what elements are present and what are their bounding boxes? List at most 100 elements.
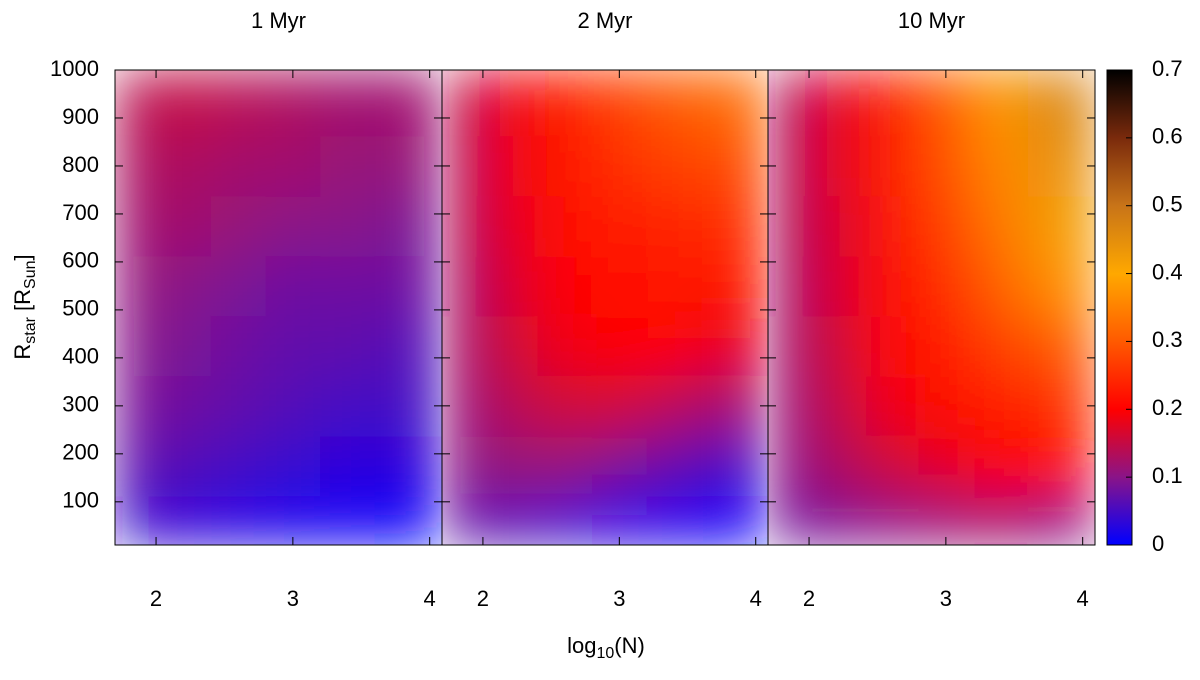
heatmap-cell [918,135,974,197]
colorbar-tick-label: 0.2 [1152,395,1183,420]
heatmap-cell [592,495,648,545]
heatmap-cell [537,70,593,137]
heatmap-cell [156,255,212,317]
y-tick-label: 200 [62,440,99,465]
y-tick-label: 800 [62,152,99,177]
heatmap-cell [320,195,376,257]
heatmap-cell [442,435,484,497]
heatmap-cell [537,255,593,317]
heatmap-cell [918,435,974,497]
heatmap-cell [973,375,1029,437]
heatmap-cell [768,255,810,317]
heatmap-cell [537,435,593,497]
x-tick-label: 3 [940,586,952,611]
heatmap-cell [442,195,484,257]
heatmap-cell [374,70,442,137]
heatmap-cell [701,195,768,257]
heatmap-cell [265,255,321,317]
heatmap-cell [320,255,376,317]
heatmap-cell [482,195,538,257]
heatmap-cell [809,435,865,497]
colorbar-tick-label: 0.1 [1152,463,1183,488]
heatmap-cell [115,435,157,497]
heatmap-cell [374,375,442,437]
heatmap-cell [156,315,212,377]
heatmap-cell [973,255,1029,317]
panel-title: 2 Myr [578,8,633,33]
heatmap-cell [320,435,376,497]
heatmap-cell [646,375,702,437]
heatmap-cell [863,435,920,497]
heatmap-cell [809,315,865,377]
heatmap-cell [482,135,538,197]
heatmap-cell [918,495,974,545]
y-tick-label: 400 [62,344,99,369]
heatmap-cell [442,255,484,317]
heatmap-cell [768,315,810,377]
heatmap-cell [809,495,865,545]
heatmap-cell [320,315,376,377]
heatmap-cell [863,495,920,545]
heatmap-cell [265,495,321,545]
heatmap-cell [210,135,267,197]
heatmap-cell [115,255,157,317]
heatmap-cell [701,375,768,437]
heatmap-cell [156,495,212,545]
heatmap-cells [768,70,1095,545]
heatmap-cell [482,375,538,437]
heatmap-cell [320,135,376,197]
heatmap-cell [537,315,593,377]
heatmap-cell [973,495,1029,545]
heatmap-cell [863,375,920,437]
heatmap-cell [809,195,865,257]
heatmap-cell [768,70,810,137]
y-tick-label: 100 [62,488,99,513]
heatmap-cell [320,495,376,545]
x-label-part: log [567,633,596,658]
panel-title: 10 Myr [898,8,965,33]
x-tick-label: 4 [1077,586,1089,611]
heatmap-cell [701,435,768,497]
heatmap-cell [768,435,810,497]
colorbar-tick-label: 0.3 [1152,327,1183,352]
x-tick-label: 2 [477,586,489,611]
heatmap-cell [442,315,484,377]
heatmap-cell [646,135,702,197]
x-label-part: (N) [614,633,645,658]
heatmap-cell [374,255,442,317]
colorbar-tick-label: 0.5 [1152,192,1183,217]
heatmap-cell [701,255,768,317]
colorbar-tick-label: 0 [1152,531,1164,556]
panel-frame [767,69,1096,546]
y-tick-label: 300 [62,392,99,417]
heatmap-cell [973,435,1029,497]
heatmap-cell [809,135,865,197]
x-tick-label: 4 [750,586,762,611]
y-axis-label: Rstar [RSun] [10,254,39,359]
x-axis-label: log10(N) [567,633,645,662]
heatmap-cell [265,135,321,197]
heatmap-cell [1027,255,1095,317]
heatmap-cell [115,495,157,545]
heatmap-cell [156,195,212,257]
heatmap-cell [210,315,267,377]
heatmap-cell [646,255,702,317]
heatmap-cell [115,70,157,137]
heatmap-cell [1027,435,1095,497]
heatmap-cell [537,495,593,545]
heatmap-cell [265,70,321,137]
y-tick-label: 700 [62,200,99,225]
y-tick-label: 600 [62,248,99,273]
x-tick-label: 2 [150,586,162,611]
heatmap-cell [115,195,157,257]
heatmap-cell [210,495,267,545]
heatmap-cell [442,70,484,137]
heatmap-cell [592,195,648,257]
heatmap-cell [265,375,321,437]
heatmap-cell [646,435,702,497]
y-tick-label: 1000 [50,56,99,81]
x-tick-label: 3 [287,586,299,611]
heatmap-cell [482,255,538,317]
heatmap-cell [537,375,593,437]
